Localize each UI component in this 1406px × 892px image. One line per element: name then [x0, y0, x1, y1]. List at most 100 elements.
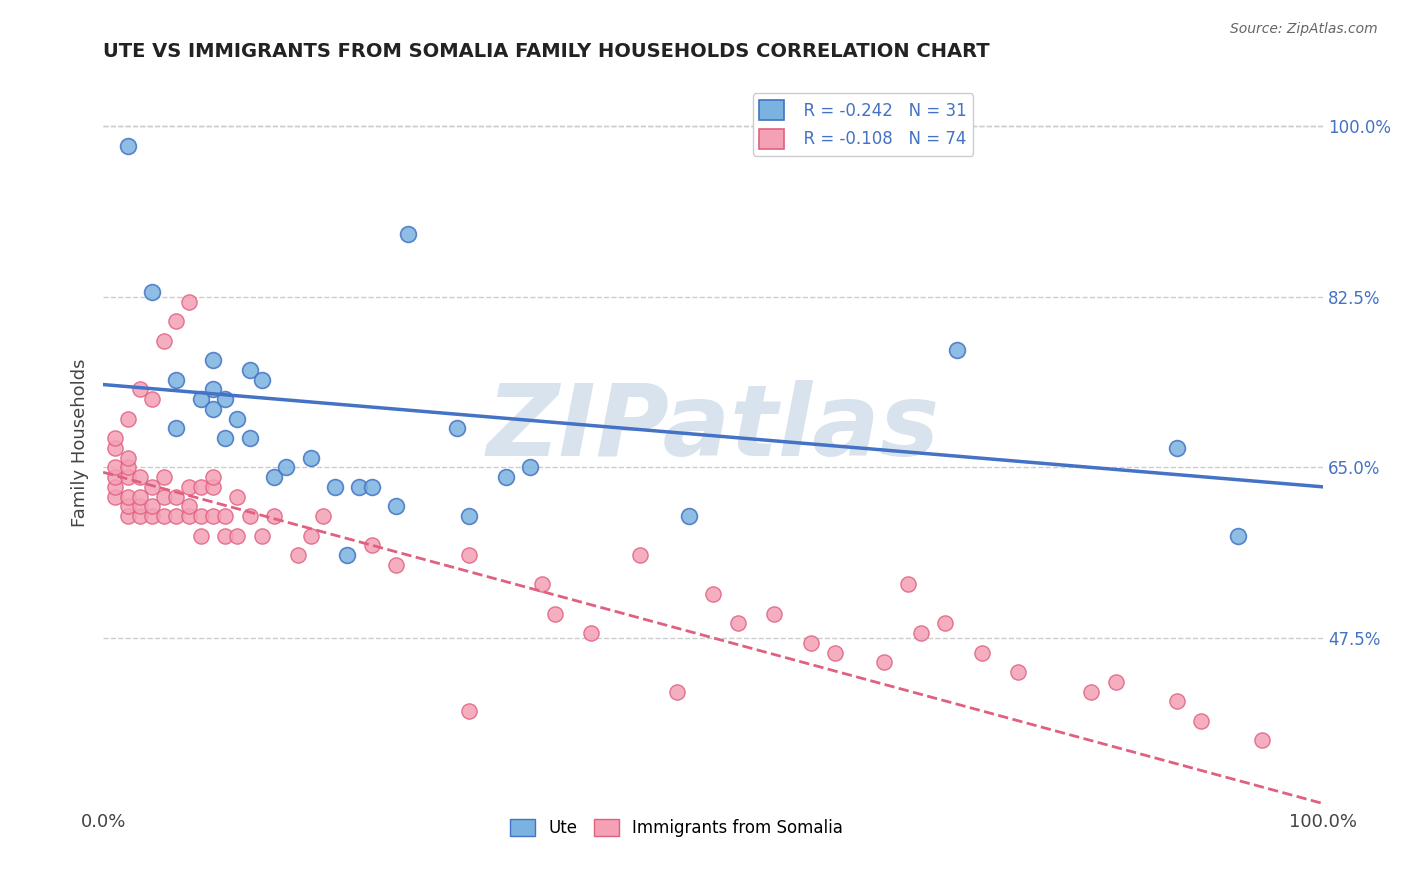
Point — [141, 500, 163, 514]
Point — [702, 587, 724, 601]
Point — [165, 314, 187, 328]
Point — [165, 490, 187, 504]
Point — [238, 431, 260, 445]
Point — [128, 490, 150, 504]
Point — [177, 480, 200, 494]
Point — [727, 616, 749, 631]
Point — [128, 509, 150, 524]
Point — [665, 684, 688, 698]
Point — [970, 646, 993, 660]
Point — [190, 509, 212, 524]
Point — [628, 548, 651, 562]
Point — [165, 373, 187, 387]
Point — [385, 500, 408, 514]
Point — [153, 509, 176, 524]
Point — [201, 470, 224, 484]
Point — [201, 401, 224, 416]
Point — [214, 392, 236, 406]
Point — [190, 480, 212, 494]
Text: Source: ZipAtlas.com: Source: ZipAtlas.com — [1230, 22, 1378, 37]
Point — [446, 421, 468, 435]
Point — [678, 509, 700, 524]
Point — [250, 528, 273, 542]
Point — [117, 460, 139, 475]
Point — [165, 421, 187, 435]
Point — [104, 460, 127, 475]
Point — [128, 500, 150, 514]
Point — [336, 548, 359, 562]
Point — [263, 470, 285, 484]
Point — [104, 490, 127, 504]
Point — [323, 480, 346, 494]
Point — [763, 607, 786, 621]
Point — [1166, 441, 1188, 455]
Point — [153, 490, 176, 504]
Point — [800, 636, 823, 650]
Point — [910, 626, 932, 640]
Point — [287, 548, 309, 562]
Point — [214, 431, 236, 445]
Point — [201, 480, 224, 494]
Text: ZIPatlas: ZIPatlas — [486, 380, 939, 477]
Point — [1166, 694, 1188, 708]
Point — [201, 353, 224, 368]
Point — [934, 616, 956, 631]
Point — [385, 558, 408, 572]
Text: UTE VS IMMIGRANTS FROM SOMALIA FAMILY HOUSEHOLDS CORRELATION CHART: UTE VS IMMIGRANTS FROM SOMALIA FAMILY HO… — [103, 42, 990, 61]
Point — [1007, 665, 1029, 679]
Point — [349, 480, 371, 494]
Point — [214, 509, 236, 524]
Point — [360, 480, 382, 494]
Point — [104, 480, 127, 494]
Point — [238, 509, 260, 524]
Point — [117, 138, 139, 153]
Point — [458, 548, 481, 562]
Point — [1226, 528, 1249, 542]
Point — [214, 528, 236, 542]
Point — [312, 509, 335, 524]
Point — [117, 450, 139, 465]
Point — [543, 607, 565, 621]
Point — [238, 363, 260, 377]
Point — [226, 411, 249, 425]
Point — [946, 343, 969, 358]
Point — [177, 509, 200, 524]
Point — [873, 655, 896, 669]
Point — [201, 383, 224, 397]
Point — [360, 538, 382, 552]
Point — [299, 528, 322, 542]
Point — [117, 509, 139, 524]
Point — [263, 509, 285, 524]
Point — [128, 383, 150, 397]
Point — [1105, 674, 1128, 689]
Point — [141, 509, 163, 524]
Point — [226, 528, 249, 542]
Point — [141, 480, 163, 494]
Point — [579, 626, 602, 640]
Y-axis label: Family Households: Family Households — [72, 359, 89, 527]
Point — [141, 285, 163, 299]
Point — [824, 646, 846, 660]
Point — [299, 450, 322, 465]
Point — [190, 528, 212, 542]
Point — [531, 577, 554, 591]
Point — [117, 500, 139, 514]
Point — [177, 294, 200, 309]
Point — [165, 509, 187, 524]
Point — [141, 392, 163, 406]
Point — [396, 227, 419, 241]
Point — [1251, 733, 1274, 747]
Point — [1080, 684, 1102, 698]
Point — [250, 373, 273, 387]
Point — [104, 431, 127, 445]
Point — [458, 704, 481, 718]
Point — [495, 470, 517, 484]
Point — [897, 577, 920, 591]
Point — [128, 470, 150, 484]
Point — [458, 509, 481, 524]
Point — [117, 411, 139, 425]
Point — [153, 334, 176, 348]
Point — [201, 509, 224, 524]
Legend: Ute, Immigrants from Somalia: Ute, Immigrants from Somalia — [503, 813, 849, 844]
Point — [104, 441, 127, 455]
